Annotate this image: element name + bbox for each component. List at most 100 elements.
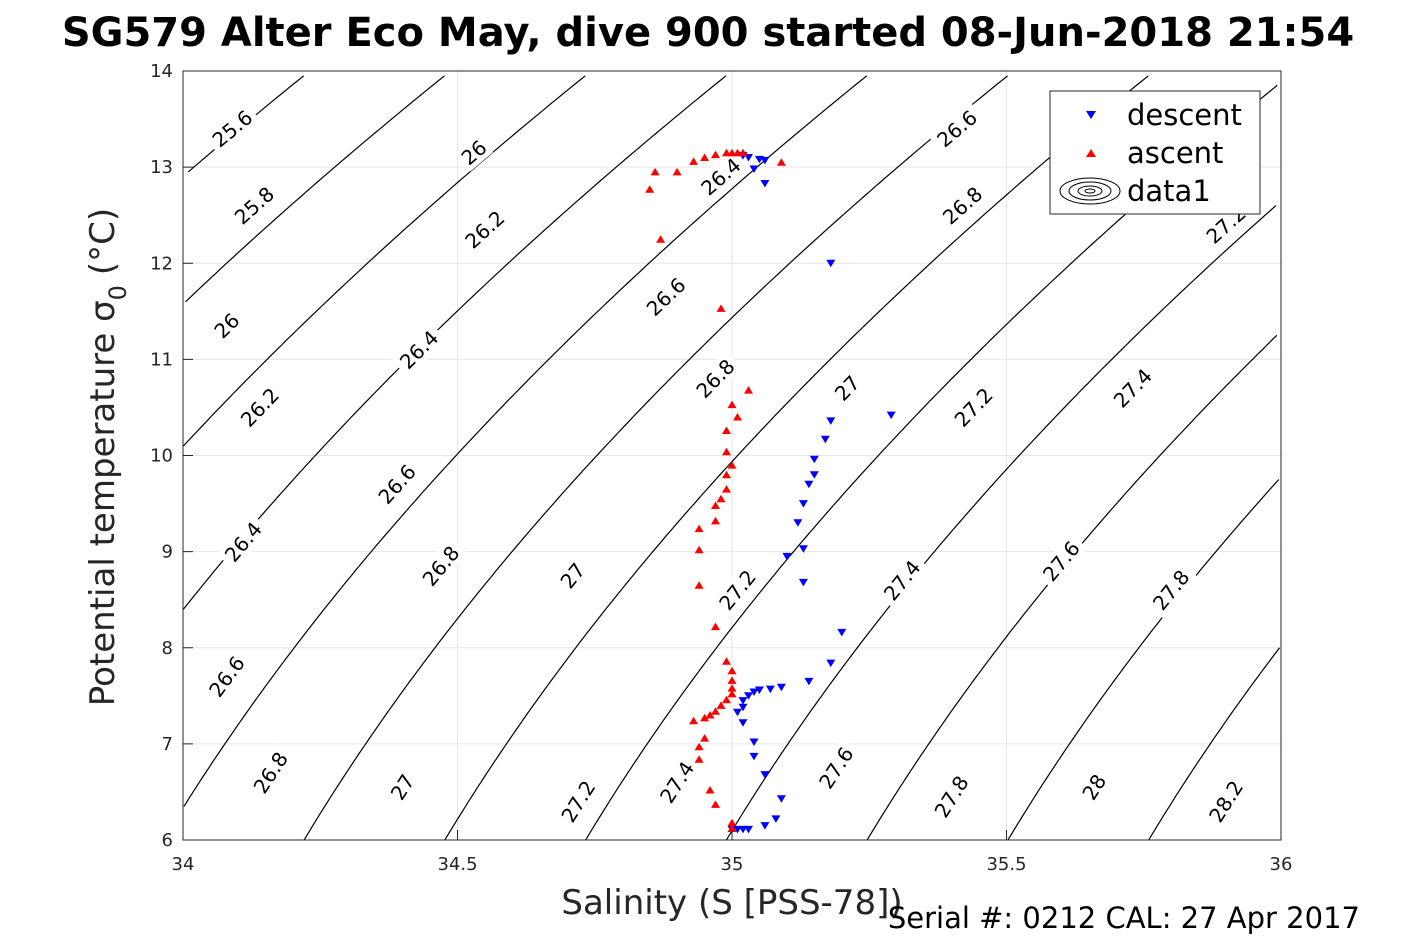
ascent-point [672,167,682,176]
ascent-point [711,800,720,808]
y-axis-label: Potential temperature σ0 (°C) [83,208,132,706]
x-tick-label: 34.5 [437,854,477,875]
contour-line [185,75,445,303]
ascent-point [700,713,710,722]
x-tick-label: 36 [1270,854,1293,875]
descent-point [793,519,803,527]
descent-point [760,771,770,779]
descent-point [886,411,896,420]
y-tick-label: 8 [162,638,173,659]
descent-point [771,815,781,823]
y-tick-label: 9 [162,542,173,563]
descent-point [754,686,764,694]
ascent-point [694,755,704,763]
x-axis-ticks: 34 34.5 35 35.5 36 [172,830,1293,875]
ascent-point [738,148,748,157]
ascent-point [722,695,731,704]
legend-ascent-marker [1086,149,1096,157]
descent-point [804,480,814,489]
descent-point [765,685,775,694]
serial-calibration-footer: Serial #: 0212 CAL: 27 Apr 2017 [888,901,1360,935]
ascent-point [722,426,731,434]
descent-point [738,703,748,712]
descent-point [804,677,814,686]
y-axis-label-unit: (°C) [83,208,123,275]
ascent-point [711,150,720,159]
descent-point [749,738,759,746]
y-tick-label: 10 [150,446,173,467]
ascent-point [727,818,737,827]
ascent-point [722,470,731,479]
ascent-series [645,148,786,832]
ascent-point [722,657,731,665]
descent-point [826,259,836,268]
ascent-point [694,524,704,533]
descent-point [749,688,759,696]
y-axis-label-main: Potential temperature σ [83,300,123,706]
descent-point [826,659,836,668]
descent-point [782,552,792,561]
legend-box [1049,90,1261,215]
contour-line [725,205,1277,841]
ascent-point [711,501,720,509]
ascent-point [711,516,720,525]
contour-line [866,334,1278,841]
descent-point [749,752,759,761]
ascent-point [744,386,753,394]
chart-title: SG579 Alter Eco May, dive 900 started 08… [62,10,1354,56]
contour-line [183,75,868,807]
ascent-point [645,185,655,193]
legend-descent-marker [1086,111,1096,119]
y-tick-label: 7 [162,734,173,755]
contour-line [1148,647,1281,841]
ascent-point [689,716,699,725]
ascent-point [727,824,737,832]
descent-point [744,692,753,700]
ascent-point [694,742,704,751]
ascent-point [711,707,720,715]
ascent-point [727,689,737,698]
ascent-point [733,413,742,421]
ascent-point [727,676,737,684]
contour-label: 26.6 [370,456,425,513]
ascent-point [727,400,737,409]
legend: descent ascent data1 [1049,90,1261,215]
legend-contour-icon [1059,177,1121,205]
ascent-point [705,786,715,794]
descent-point [798,578,808,587]
descent-point [837,628,847,637]
descent-point [798,545,808,553]
ascent-point [705,711,715,719]
x-tick-label: 35.5 [986,854,1026,875]
y-axis-ticks: 6 7 8 9 10 11 12 13 14 [150,61,193,851]
descent-point [760,156,770,165]
ascent-point [689,157,699,165]
y-tick-label: 11 [150,349,173,370]
ascent-point [722,485,731,493]
ascent-point [694,581,704,589]
ascent-point [700,734,710,742]
x-tick-label: 35 [721,854,744,875]
density-contours [182,75,1281,841]
ascent-point [716,494,726,503]
ascent-point [716,701,726,709]
ascent-point [727,461,737,469]
descent-point [809,471,819,479]
ascent-point [727,666,737,675]
ascent-point [711,622,720,631]
y-tick-label: 12 [150,253,173,274]
x-tick-label: 34 [172,854,195,875]
descent-point [809,455,819,464]
ascent-point [722,447,731,456]
ascent-point [716,304,726,312]
descent-point [733,708,742,717]
ascent-point [776,158,786,166]
contour-line [183,75,586,447]
ascent-point [700,153,710,161]
descent-point [820,435,830,444]
contour-line [1007,479,1280,841]
x-axis-label: Salinity (S [PSS-78]) [561,883,902,923]
legend-descent-label: descent [1127,98,1242,132]
